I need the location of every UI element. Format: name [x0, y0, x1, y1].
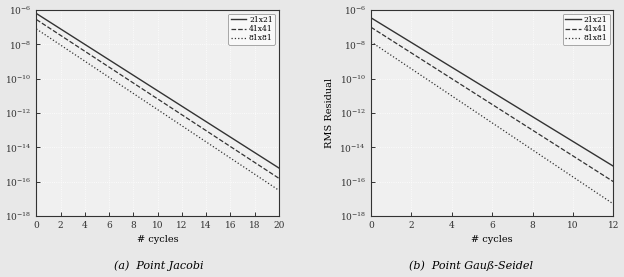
- Legend: 21x21, 41x41, 81x81: 21x21, 41x41, 81x81: [563, 14, 610, 45]
- Y-axis label: RMS Residual: RMS Residual: [325, 78, 334, 148]
- Legend: 21x21, 41x41, 81x81: 21x21, 41x41, 81x81: [228, 14, 275, 45]
- Text: (b)  Point Gauß-Seidel: (b) Point Gauß-Seidel: [409, 260, 533, 271]
- X-axis label: # cycles: # cycles: [137, 235, 178, 244]
- Text: (a)  Point Jacobi: (a) Point Jacobi: [114, 260, 204, 271]
- X-axis label: # cycles: # cycles: [471, 235, 513, 244]
